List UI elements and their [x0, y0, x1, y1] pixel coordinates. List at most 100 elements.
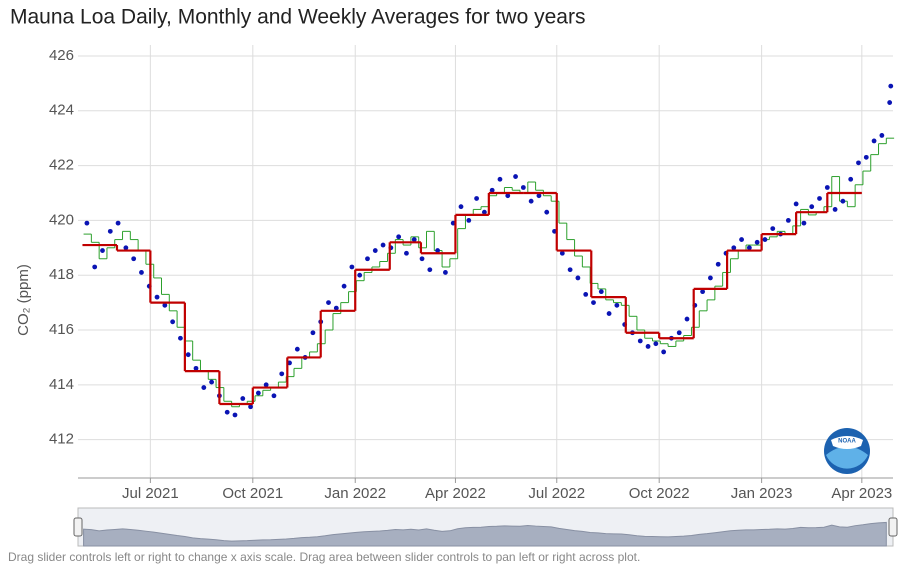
daily-point — [583, 291, 589, 297]
logo-wave — [826, 446, 868, 469]
noaa-logo: NOAA — [824, 428, 870, 474]
navigator-area — [83, 521, 887, 547]
daily-point — [606, 311, 612, 316]
daily-point — [178, 335, 183, 341]
x-tick-label: Jan 2023 — [731, 485, 793, 502]
daily-point — [739, 237, 744, 242]
daily-point — [801, 220, 807, 226]
daily-point — [731, 245, 737, 251]
daily-point — [107, 228, 113, 234]
navigator-handle[interactable] — [73, 517, 83, 537]
daily-point — [84, 220, 90, 226]
daily-point — [294, 346, 300, 352]
daily-point — [645, 344, 651, 349]
daily-point — [419, 256, 425, 262]
y-tick-label: 420 — [49, 211, 74, 228]
daily-point — [762, 237, 768, 242]
daily-point — [715, 261, 721, 267]
daily-point — [684, 316, 690, 322]
daily-point — [770, 226, 776, 232]
daily-point — [575, 275, 581, 281]
daily-point — [824, 185, 830, 190]
navigator[interactable] — [73, 507, 898, 547]
daily-point — [123, 245, 129, 251]
navigator-handle[interactable] — [888, 517, 898, 537]
daily-point — [201, 385, 207, 390]
y-axis-label: CO₂ (ppm) — [15, 264, 32, 336]
daily-point — [466, 217, 472, 223]
daily-point — [708, 275, 713, 281]
x-tick-label: Jul 2021 — [122, 485, 179, 502]
daily-point — [170, 319, 176, 325]
daily-point — [162, 302, 168, 308]
daily-point — [396, 234, 402, 240]
daily-point — [443, 270, 448, 275]
y-tick-label: 422 — [49, 157, 74, 174]
daily-point — [840, 198, 846, 204]
daily-point — [333, 305, 339, 311]
daily-point — [676, 330, 682, 336]
daily-point — [888, 83, 894, 89]
daily-point — [614, 302, 620, 308]
daily-point — [520, 185, 526, 190]
daily-point — [115, 220, 121, 226]
grid — [78, 45, 893, 478]
daily-point — [131, 256, 137, 262]
y-tick-label: 418 — [49, 266, 74, 283]
daily-point — [497, 176, 503, 182]
daily-point — [505, 193, 511, 199]
daily-point — [637, 338, 643, 344]
x-tick-label: Apr 2023 — [831, 485, 892, 502]
daily-point — [232, 412, 238, 418]
daily-point — [856, 160, 861, 166]
daily-point — [567, 267, 573, 273]
daily-point — [598, 289, 604, 295]
daily-point — [224, 409, 230, 415]
daily-point — [474, 196, 479, 201]
daily-point — [209, 379, 215, 385]
daily-point — [240, 396, 246, 401]
daily-point — [536, 193, 542, 199]
daily-point — [871, 138, 877, 144]
daily-point — [365, 256, 370, 262]
daily-point — [832, 207, 838, 212]
daily-point — [544, 209, 550, 215]
daily-point — [263, 382, 269, 388]
y-tick-label: 426 — [49, 47, 74, 64]
x-tick-label: Jul 2022 — [528, 485, 585, 502]
daily-point — [817, 196, 822, 201]
daily-point — [357, 272, 363, 278]
x-tick-label: Jan 2022 — [324, 485, 386, 502]
daily-point — [653, 341, 659, 347]
daily-point — [785, 217, 791, 223]
y-tick-label: 414 — [49, 376, 74, 393]
daily-point — [458, 204, 464, 210]
daily-point — [326, 300, 331, 306]
daily-point — [279, 371, 285, 377]
x-tick-label: Apr 2022 — [425, 485, 486, 502]
y-tick-label: 412 — [49, 431, 74, 448]
daily-point — [879, 133, 885, 138]
daily-point — [404, 250, 409, 256]
daily-point — [248, 404, 253, 410]
daily-point — [528, 198, 534, 204]
daily-point — [341, 283, 347, 289]
logo-text: NOAA — [838, 439, 856, 445]
daily-point — [427, 267, 433, 273]
daily-point — [559, 250, 565, 256]
daily-point — [193, 365, 199, 371]
daily-point — [700, 289, 706, 295]
daily-point — [310, 330, 316, 336]
daily-point — [848, 176, 854, 182]
daily-point — [746, 245, 752, 251]
daily-point — [255, 390, 261, 396]
daily-point — [92, 264, 98, 270]
daily-point — [154, 294, 160, 300]
daily-point — [481, 209, 487, 215]
daily-point — [809, 204, 815, 210]
daily-point — [489, 187, 495, 193]
daily-point — [411, 237, 417, 242]
y-tick-label: 424 — [49, 102, 74, 119]
